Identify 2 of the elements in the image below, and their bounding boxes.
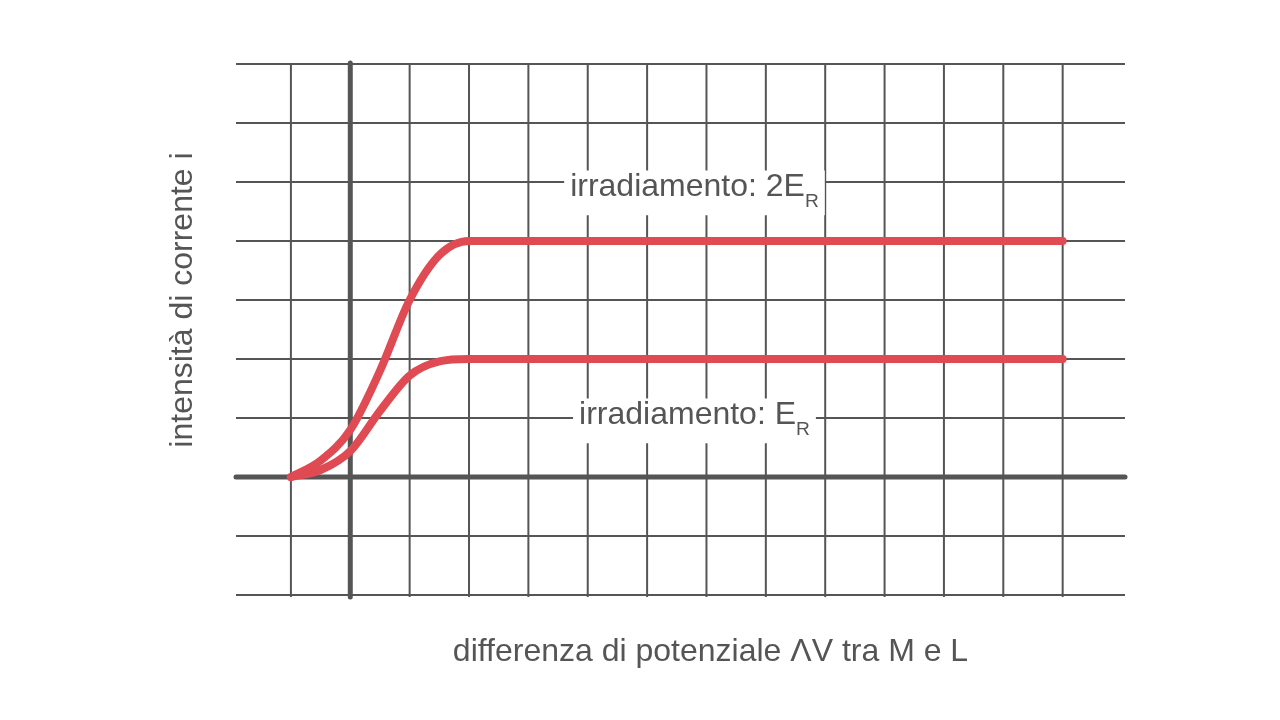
x-axis-title: differenza di potenziale ΛV tra M e L [452, 631, 969, 668]
y-axis-title: intensità di corrente i [162, 152, 199, 448]
